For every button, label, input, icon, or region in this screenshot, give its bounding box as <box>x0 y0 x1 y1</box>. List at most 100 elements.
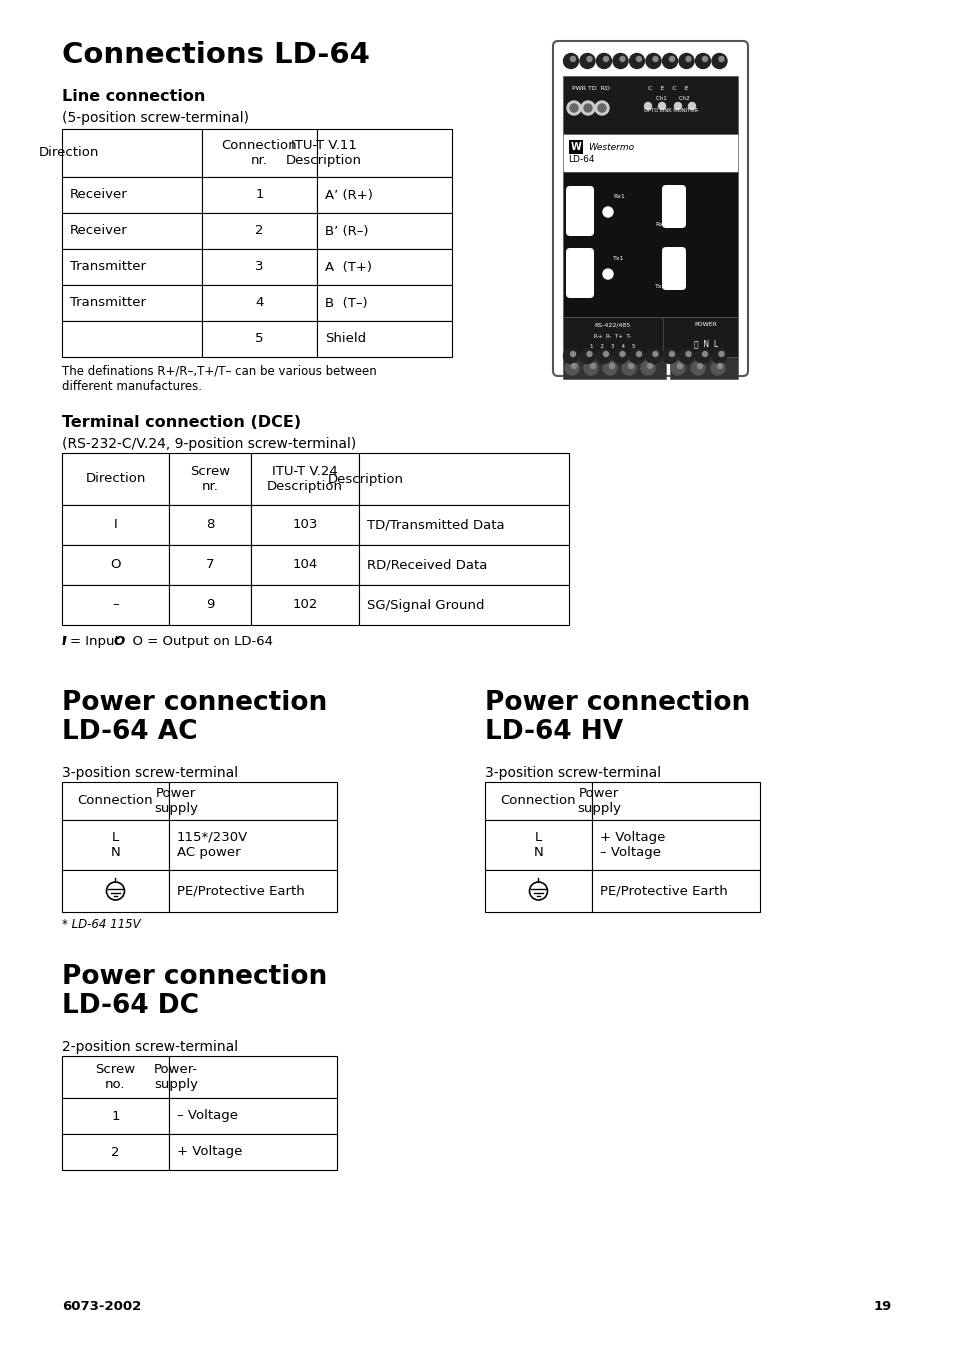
Circle shape <box>711 54 726 69</box>
Text: Screw
nr.: Screw nr. <box>190 465 230 493</box>
Text: 7: 7 <box>206 558 214 571</box>
Text: 1: 1 <box>255 189 263 201</box>
Bar <box>62 322 202 357</box>
Bar <box>62 820 169 870</box>
Bar <box>562 317 738 357</box>
Text: R+  R-  T+  T-: R+ R- T+ T- <box>594 335 631 339</box>
Text: Tx1: Tx1 <box>613 257 624 262</box>
Bar <box>358 585 568 626</box>
Bar <box>62 177 202 213</box>
Circle shape <box>652 351 658 357</box>
Bar <box>669 357 738 380</box>
Bar <box>358 453 568 505</box>
FancyBboxPatch shape <box>661 247 685 290</box>
Circle shape <box>679 349 693 363</box>
Bar <box>169 505 251 544</box>
Circle shape <box>685 351 690 357</box>
Circle shape <box>719 351 723 357</box>
Circle shape <box>688 103 695 109</box>
Text: ⏚  N  L: ⏚ N L <box>693 339 718 349</box>
Circle shape <box>640 361 655 376</box>
Circle shape <box>563 349 578 363</box>
Text: RS-422/485: RS-422/485 <box>595 323 631 327</box>
Text: PE/Protective Earth: PE/Protective Earth <box>599 885 727 897</box>
Bar <box>202 249 316 285</box>
Bar <box>169 820 336 870</box>
Text: Power connection
LD-64 AC: Power connection LD-64 AC <box>62 690 327 744</box>
Text: 2: 2 <box>112 1146 120 1159</box>
Circle shape <box>661 54 677 69</box>
Bar <box>562 172 738 317</box>
Bar <box>169 782 336 820</box>
Bar <box>62 285 202 322</box>
Circle shape <box>669 57 674 62</box>
Bar <box>169 870 336 912</box>
Circle shape <box>598 104 605 112</box>
FancyBboxPatch shape <box>661 185 685 228</box>
Bar <box>62 249 202 285</box>
Circle shape <box>674 103 680 109</box>
Bar <box>62 1133 169 1170</box>
Bar <box>562 134 738 172</box>
Circle shape <box>566 101 580 115</box>
Text: Receiver: Receiver <box>70 189 128 201</box>
Bar <box>562 357 665 380</box>
Text: Power connection
LD-64 HV: Power connection LD-64 HV <box>484 690 749 744</box>
Text: 1    2    3    4    5: 1 2 3 4 5 <box>590 345 635 350</box>
Circle shape <box>645 349 660 363</box>
Text: I: I <box>113 519 117 531</box>
Text: PWR TD  RD: PWR TD RD <box>572 85 609 91</box>
Text: Direction: Direction <box>39 146 99 159</box>
Bar <box>484 820 592 870</box>
Text: 6073-2002: 6073-2002 <box>62 1300 141 1313</box>
Text: W: W <box>570 142 580 153</box>
Circle shape <box>645 54 660 69</box>
Circle shape <box>701 57 707 62</box>
Circle shape <box>669 351 674 357</box>
Circle shape <box>697 363 701 369</box>
Text: Connection: Connection <box>500 794 576 808</box>
Bar <box>316 322 452 357</box>
Bar <box>568 141 582 154</box>
Text: Transmitter: Transmitter <box>70 296 146 309</box>
Circle shape <box>580 101 595 115</box>
Bar <box>62 870 169 912</box>
Circle shape <box>621 361 636 376</box>
Text: Terminal connection (DCE): Terminal connection (DCE) <box>62 415 301 430</box>
Bar <box>202 213 316 249</box>
Bar <box>316 177 452 213</box>
Circle shape <box>717 363 721 369</box>
Text: Ch1       Ch2: Ch1 Ch2 <box>656 96 689 100</box>
Text: 2-position screw-terminal: 2-position screw-terminal <box>62 1040 238 1054</box>
Text: Power
supply: Power supply <box>577 788 620 815</box>
Text: + Voltage
– Voltage: + Voltage – Voltage <box>599 831 664 859</box>
Bar <box>62 213 202 249</box>
Circle shape <box>685 57 690 62</box>
Bar <box>169 585 251 626</box>
Bar <box>316 213 452 249</box>
Circle shape <box>658 103 665 109</box>
Circle shape <box>602 269 613 280</box>
Text: LD-64: LD-64 <box>567 154 594 163</box>
Circle shape <box>586 351 592 357</box>
Bar <box>202 285 316 322</box>
Circle shape <box>679 54 693 69</box>
Text: Receiver: Receiver <box>70 224 128 238</box>
Bar <box>316 285 452 322</box>
Text: Line connection: Line connection <box>62 89 205 104</box>
Text: 102: 102 <box>292 598 317 612</box>
Circle shape <box>628 363 633 369</box>
Text: RD/Received Data: RD/Received Data <box>367 558 487 571</box>
FancyBboxPatch shape <box>565 186 594 236</box>
Bar <box>169 544 251 585</box>
Circle shape <box>603 57 608 62</box>
Circle shape <box>595 101 608 115</box>
Bar <box>251 544 358 585</box>
Circle shape <box>619 57 624 62</box>
Circle shape <box>661 349 677 363</box>
Circle shape <box>670 361 684 376</box>
Text: Power connection
LD-64 DC: Power connection LD-64 DC <box>62 965 327 1019</box>
Text: L
N: L N <box>533 831 543 859</box>
Circle shape <box>701 351 707 357</box>
Circle shape <box>629 349 644 363</box>
